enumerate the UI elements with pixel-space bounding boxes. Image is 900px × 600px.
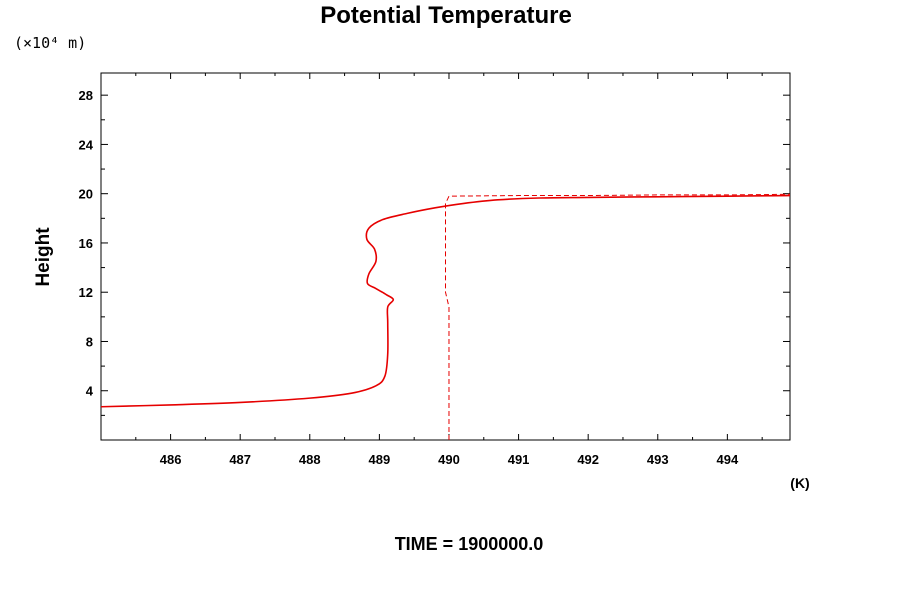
- axis-tick-labels: 486 487 488 489 490 491 492 493 494 4 8 12 16 20 24 28: [79, 88, 739, 467]
- x-tick-label: 494: [717, 452, 739, 467]
- x-unit-label: (K): [790, 475, 809, 491]
- x-tick-label: 490: [438, 452, 460, 467]
- x-tick-label: 486: [160, 452, 182, 467]
- y-tick-label: 28: [79, 88, 93, 103]
- y-unit-label: (×10⁴ m): [14, 34, 86, 52]
- y-tick-label: 16: [79, 236, 93, 251]
- x-tick-label: 489: [369, 452, 391, 467]
- y-tick-label: 4: [86, 384, 94, 399]
- time-label: TIME = 1900000.0: [395, 534, 544, 554]
- series-layer: [100, 193, 791, 440]
- x-tick-label: 491: [508, 452, 530, 467]
- plot-frame: [100, 72, 791, 441]
- x-tick-label: 493: [647, 452, 669, 467]
- x-tick-label: 488: [299, 452, 321, 467]
- chart-title: Potential Temperature: [320, 2, 572, 29]
- y-tick-label: 24: [79, 137, 94, 152]
- y-tick-label: 20: [79, 187, 93, 202]
- x-tick-label: 492: [577, 452, 599, 467]
- axis-ticks: [101, 73, 790, 440]
- y-tick-label: 12: [79, 285, 93, 300]
- y-axis-label: Height: [33, 227, 54, 287]
- x-tick-label: 487: [229, 452, 251, 467]
- series-line-dashed: [445, 193, 791, 440]
- y-tick-label: 8: [86, 334, 93, 349]
- series-line-solid: [100, 194, 791, 408]
